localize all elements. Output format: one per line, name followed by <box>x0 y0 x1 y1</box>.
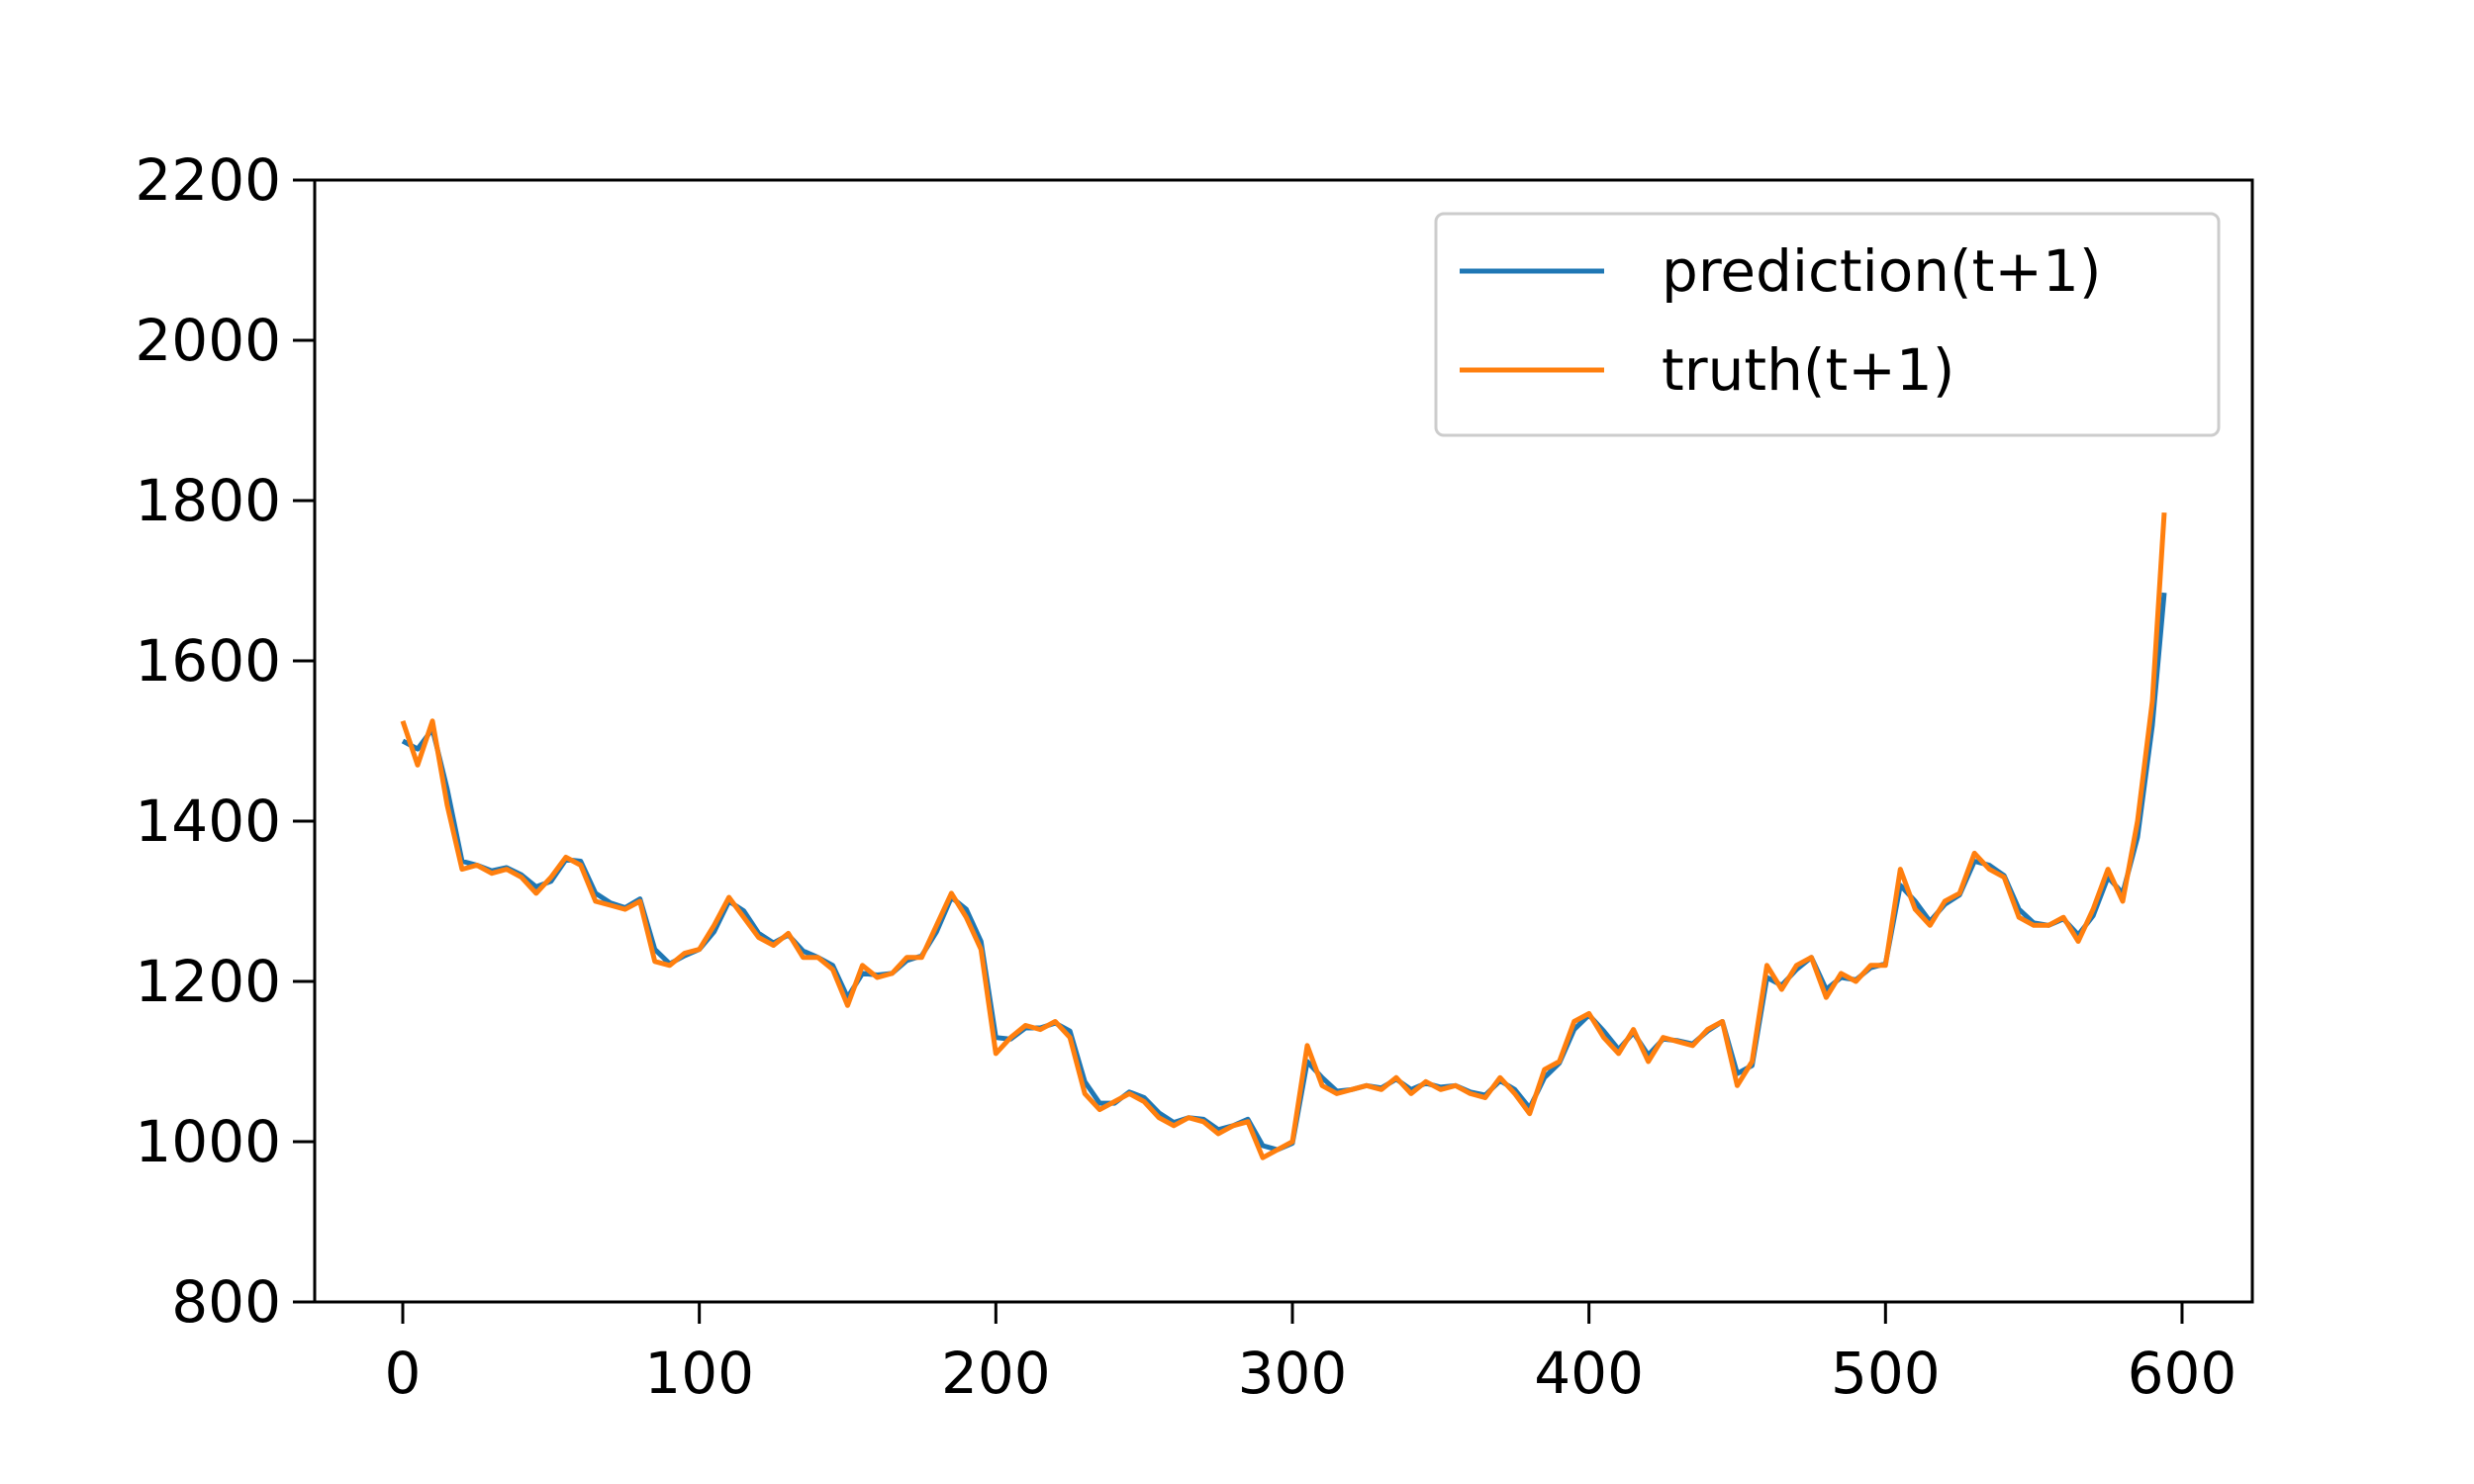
legend-label: prediction(t+1) <box>1662 237 2102 305</box>
plot-frame <box>313 178 2254 1304</box>
x-tick-label: 400 <box>1534 1340 1644 1407</box>
series-line <box>400 511 2167 1160</box>
x-tick-label: 0 <box>385 1340 422 1407</box>
y-tick-label: 2000 <box>135 307 281 374</box>
x-tick-label: 600 <box>2128 1340 2237 1407</box>
y-tick-label: 1000 <box>135 1108 281 1175</box>
y-tick-label: 1800 <box>135 467 281 534</box>
legend-label: truth(t+1) <box>1662 336 1954 404</box>
legend-box <box>1434 212 2221 437</box>
x-tick-label: 100 <box>644 1340 754 1407</box>
x-tick-label: 200 <box>941 1340 1051 1407</box>
y-tick-label: 1600 <box>135 627 281 695</box>
y-tick-label: 2200 <box>135 146 281 214</box>
y-tick-label: 800 <box>171 1268 281 1336</box>
y-tick-label: 1400 <box>135 788 281 855</box>
x-tick-label: 500 <box>1831 1340 1941 1407</box>
x-tick-label: 300 <box>1238 1340 1348 1407</box>
y-tick-label: 1200 <box>135 948 281 1015</box>
